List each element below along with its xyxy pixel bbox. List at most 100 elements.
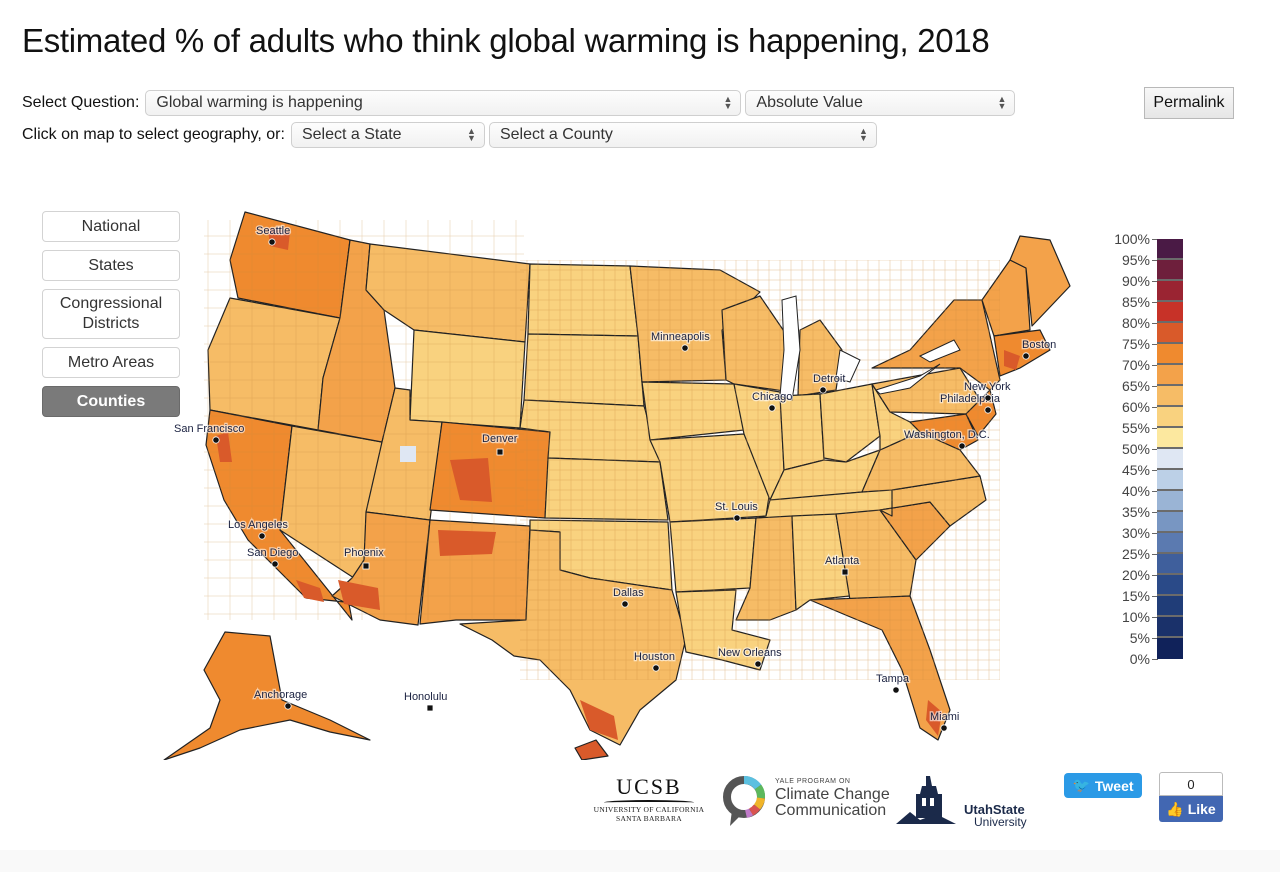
city-label: Boston — [1022, 339, 1056, 351]
utah-state-logo[interactable]: UtahState University — [896, 772, 1046, 830]
city-marker: Washington, D.C. — [903, 428, 991, 450]
city-dot-icon — [984, 406, 992, 414]
permalink-button[interactable]: Permalink — [1144, 87, 1234, 119]
city-dot-icon — [984, 394, 992, 402]
select-arrows-icon: ▲ ▼ — [723, 94, 733, 111]
question-row: Select Question: Global warming is happe… — [22, 90, 1019, 116]
legend-label: 100% — [1114, 231, 1150, 247]
city-label: Miami — [930, 711, 959, 723]
legend-swatch — [1157, 470, 1183, 491]
geo-button-national[interactable]: National — [42, 211, 180, 242]
geo-button-congressional-districts[interactable]: Congressional Districts — [42, 289, 180, 339]
great-lakes — [779, 295, 961, 401]
city-dot-icon — [819, 386, 827, 394]
state-south-dakota[interactable] — [523, 333, 645, 407]
state-kansas[interactable] — [544, 457, 669, 521]
state-select-value: Select a State — [301, 126, 402, 143]
yale-line-2: Communication — [775, 802, 887, 819]
state-hawaii[interactable] — [574, 739, 609, 760]
state-iowa[interactable] — [641, 381, 745, 441]
legend-label: 60% — [1121, 399, 1150, 415]
city-marker: San Diego — [246, 546, 300, 568]
state-select[interactable]: Select a State ▲ ▼ — [290, 122, 485, 148]
city-marker: Houston — [633, 650, 676, 672]
page-bottom-strip — [0, 850, 1280, 872]
city-dot-icon — [958, 442, 966, 450]
legend-swatch — [1157, 491, 1183, 512]
legend-tick — [1152, 575, 1158, 576]
value-mode-select[interactable]: Absolute Value ▲ ▼ — [745, 90, 1016, 116]
city-marker: Seattle — [255, 224, 292, 246]
legend-tick — [1152, 302, 1158, 303]
legend-swatch — [1157, 575, 1183, 596]
legend-swatch — [1157, 386, 1183, 407]
city-dot-icon — [940, 724, 948, 732]
city-marker: New York — [963, 380, 1012, 402]
question-select[interactable]: Global warming is happening ▲ ▼ — [145, 90, 742, 116]
legend-swatch — [1157, 365, 1183, 386]
city-label: Denver — [482, 433, 518, 445]
city-label: New York — [964, 381, 1011, 393]
yale-climate-logo[interactable]: YALE PROGRAM ON Climate Change Communica… — [720, 772, 900, 830]
city-marker: Miami — [929, 710, 961, 732]
us-county-map[interactable]: Seattle San Francisco Los Angeles San Diego… — [120, 200, 1080, 760]
city-label: Tampa — [876, 673, 910, 685]
tweet-button[interactable]: 🐦 Tweet — [1064, 773, 1142, 798]
legend-tick — [1152, 386, 1158, 387]
legend-swatch — [1157, 533, 1183, 554]
tweet-label: Tweet — [1094, 777, 1134, 794]
state-massachusetts-ct-ri[interactable] — [993, 329, 1051, 377]
legend-label: 80% — [1121, 315, 1150, 331]
city-dot-icon — [841, 568, 849, 576]
like-count: 0 — [1159, 772, 1223, 796]
city-dot-icon — [212, 436, 220, 444]
legend-label: 40% — [1121, 483, 1150, 499]
state-north-dakota[interactable] — [527, 263, 639, 337]
city-dot-icon — [733, 514, 741, 522]
legend-tick — [1152, 596, 1158, 597]
state-vermont-nh[interactable] — [981, 259, 1031, 337]
legend-label: 25% — [1121, 546, 1150, 562]
legend-swatch — [1157, 428, 1183, 449]
legend-tick — [1152, 554, 1158, 555]
legend-label: 0% — [1129, 651, 1150, 667]
county-select[interactable]: Select a County ▲ ▼ — [488, 122, 877, 148]
state-indiana[interactable] — [779, 393, 825, 471]
city-label: New Orleans — [718, 647, 782, 659]
legend-tick — [1152, 659, 1158, 660]
city-label: Seattle — [256, 225, 290, 237]
state-ohio[interactable] — [819, 383, 881, 463]
city-marker: New Orleans — [717, 646, 783, 668]
city-dot-icon — [1022, 352, 1030, 360]
ucsb-logo[interactable]: UCSB UNIVERSITY OF CALIFORNIA SANTA BARB… — [590, 770, 708, 823]
city-label: St. Louis — [715, 501, 758, 513]
legend-label: 20% — [1121, 567, 1150, 583]
city-marker: Boston — [1021, 338, 1058, 360]
legend-swatch — [1157, 281, 1183, 302]
yale-line-1: Climate Change — [775, 786, 890, 803]
state-arkansas[interactable] — [669, 517, 757, 593]
like-button[interactable]: 👍 Like — [1159, 796, 1223, 822]
city-markers: Seattle San Francisco Los Angeles San Diego… — [173, 224, 1058, 732]
city-label: Los Angeles — [228, 519, 288, 531]
legend-label: 35% — [1121, 504, 1150, 520]
legend-swatch — [1157, 596, 1183, 617]
state-montana[interactable] — [365, 243, 531, 343]
legend-label: 75% — [1121, 336, 1150, 352]
city-dot-icon — [892, 686, 900, 694]
city-marker: San Francisco — [173, 422, 246, 444]
legend-swatch — [1157, 554, 1183, 575]
legend-swatch — [1157, 323, 1183, 344]
usu-line-1: UtahState — [964, 802, 1025, 817]
city-label: San Francisco — [174, 423, 244, 435]
state-maine[interactable] — [1009, 235, 1071, 327]
geo-button-states[interactable]: States — [42, 250, 180, 281]
thumbs-up-icon: 👍 — [1166, 800, 1184, 817]
city-label: Atlanta — [825, 555, 860, 567]
state-wyoming[interactable] — [409, 329, 526, 429]
geo-button-metro-areas[interactable]: Metro Areas — [42, 347, 180, 378]
legend-tick — [1152, 512, 1158, 513]
legend-tick — [1152, 470, 1158, 471]
geo-button-counties[interactable]: Counties — [42, 386, 180, 417]
city-dot-icon — [652, 664, 660, 672]
